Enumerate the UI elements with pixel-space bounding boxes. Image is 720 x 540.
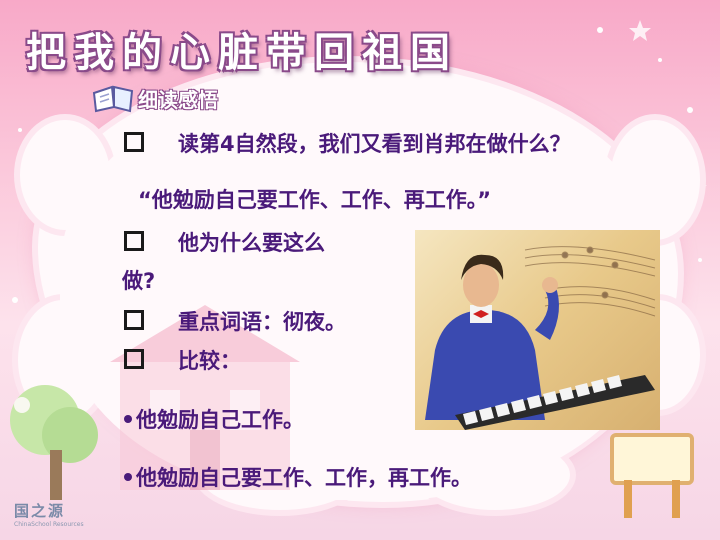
round-bullet-icon <box>124 473 132 481</box>
comparison-sentence-1: 他勉励自己工作。 <box>124 404 304 434</box>
tree-illustration <box>10 385 98 500</box>
question-3-text: 重点词语：彻夜。 <box>178 310 346 334</box>
question-1-text: 读第4自然段，我们又看到肖邦在做什么？ <box>178 132 571 156</box>
square-bullet-icon <box>124 231 144 251</box>
open-book-icon <box>92 85 134 113</box>
quote-line: “他勉励自己要工作、工作、再工作。” <box>138 188 492 212</box>
section-heading: 细读感悟 <box>92 84 218 113</box>
section-heading-label: 细读感悟 <box>138 88 218 112</box>
comparison-sentence-1-text: 他勉励自己工作。 <box>136 408 304 432</box>
square-bullet-icon <box>124 310 144 330</box>
question-3: 重点词语：彻夜。 <box>124 306 346 336</box>
question-2-text: 他为什么要这么 <box>178 231 325 255</box>
comparison-sentence-2: 他勉励自己要工作、工作，再工作。 <box>124 462 472 492</box>
page-title: 把我的心脏带回祖国 <box>26 30 458 76</box>
logo-main-text: 国之源 <box>14 502 66 520</box>
question-4-text: 比较： <box>178 349 241 373</box>
logo-sub-text: ChinaSchool Resources <box>14 521 84 528</box>
comparison-sentence-2-text: 他勉励自己要工作、工作，再工作。 <box>136 466 472 490</box>
house-illustration <box>110 305 300 490</box>
publisher-logo: 国之源 ChinaSchool Resources <box>14 500 84 528</box>
round-bullet-icon <box>124 415 132 423</box>
question-4: 比较： <box>124 345 241 375</box>
question-2: 他为什么要这么 <box>124 227 325 257</box>
square-bullet-icon <box>124 132 144 152</box>
chopin-piano-illustration <box>415 230 660 430</box>
square-bullet-icon <box>124 349 144 369</box>
question-1: 读第4自然段，我们又看到肖邦在做什么？ <box>124 128 571 158</box>
signboard-illustration <box>610 433 694 518</box>
question-2-continued: 做? <box>122 269 156 293</box>
